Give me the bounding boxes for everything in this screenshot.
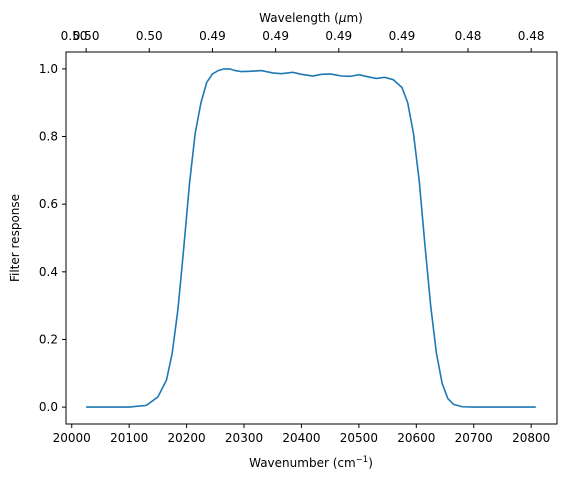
x-tick-label: 20300	[225, 431, 263, 445]
top-tick-label: 0.48	[518, 29, 545, 43]
plot-area	[66, 52, 557, 424]
x-tick-label: 20100	[110, 431, 148, 445]
top-axis-title-suffix: m)	[346, 11, 362, 25]
x-axis-title: Wavenumber (cm−1)	[249, 455, 373, 470]
y-tick-label: 0.0	[39, 400, 58, 414]
y-tick-label: 1.0	[39, 62, 58, 76]
top-tick-label: 0.50	[73, 29, 100, 43]
top-tick-label: 0.50	[136, 29, 163, 43]
x-tick-label: 20400	[282, 431, 320, 445]
top-tick-label: 0.49	[389, 29, 416, 43]
x-tick-label: 20200	[168, 431, 206, 445]
x-tick-label: 20500	[340, 431, 378, 445]
top-tick-label: 0.50	[61, 29, 88, 43]
top-tick-label: 0.49	[199, 29, 226, 43]
top-tick-label: 0.48	[455, 29, 482, 43]
y-tick-label: 0.8	[39, 130, 58, 144]
top-axis-title-mu: μ	[338, 11, 347, 25]
y-tick-label: 0.4	[39, 265, 58, 279]
x-tick-label: 20700	[455, 431, 493, 445]
plot-frame	[65, 51, 558, 425]
top-axis-title: Wavelength (μm)	[259, 11, 363, 25]
x-tick-label: 20600	[397, 431, 435, 445]
y-axis-title: Filter response	[8, 194, 22, 282]
y-tick-label: 0.2	[39, 332, 58, 346]
x-tick-label: 20000	[53, 431, 91, 445]
top-tick-label: 0.49	[325, 29, 352, 43]
filter-response-line	[86, 68, 536, 408]
x-axis-title-suffix: )	[368, 456, 373, 470]
x-tick-label: 20800	[512, 431, 550, 445]
x-axis-title-superscript: −1	[356, 455, 369, 465]
top-tick-label: 0.49	[262, 29, 289, 43]
y-tick-label: 0.6	[39, 197, 58, 211]
